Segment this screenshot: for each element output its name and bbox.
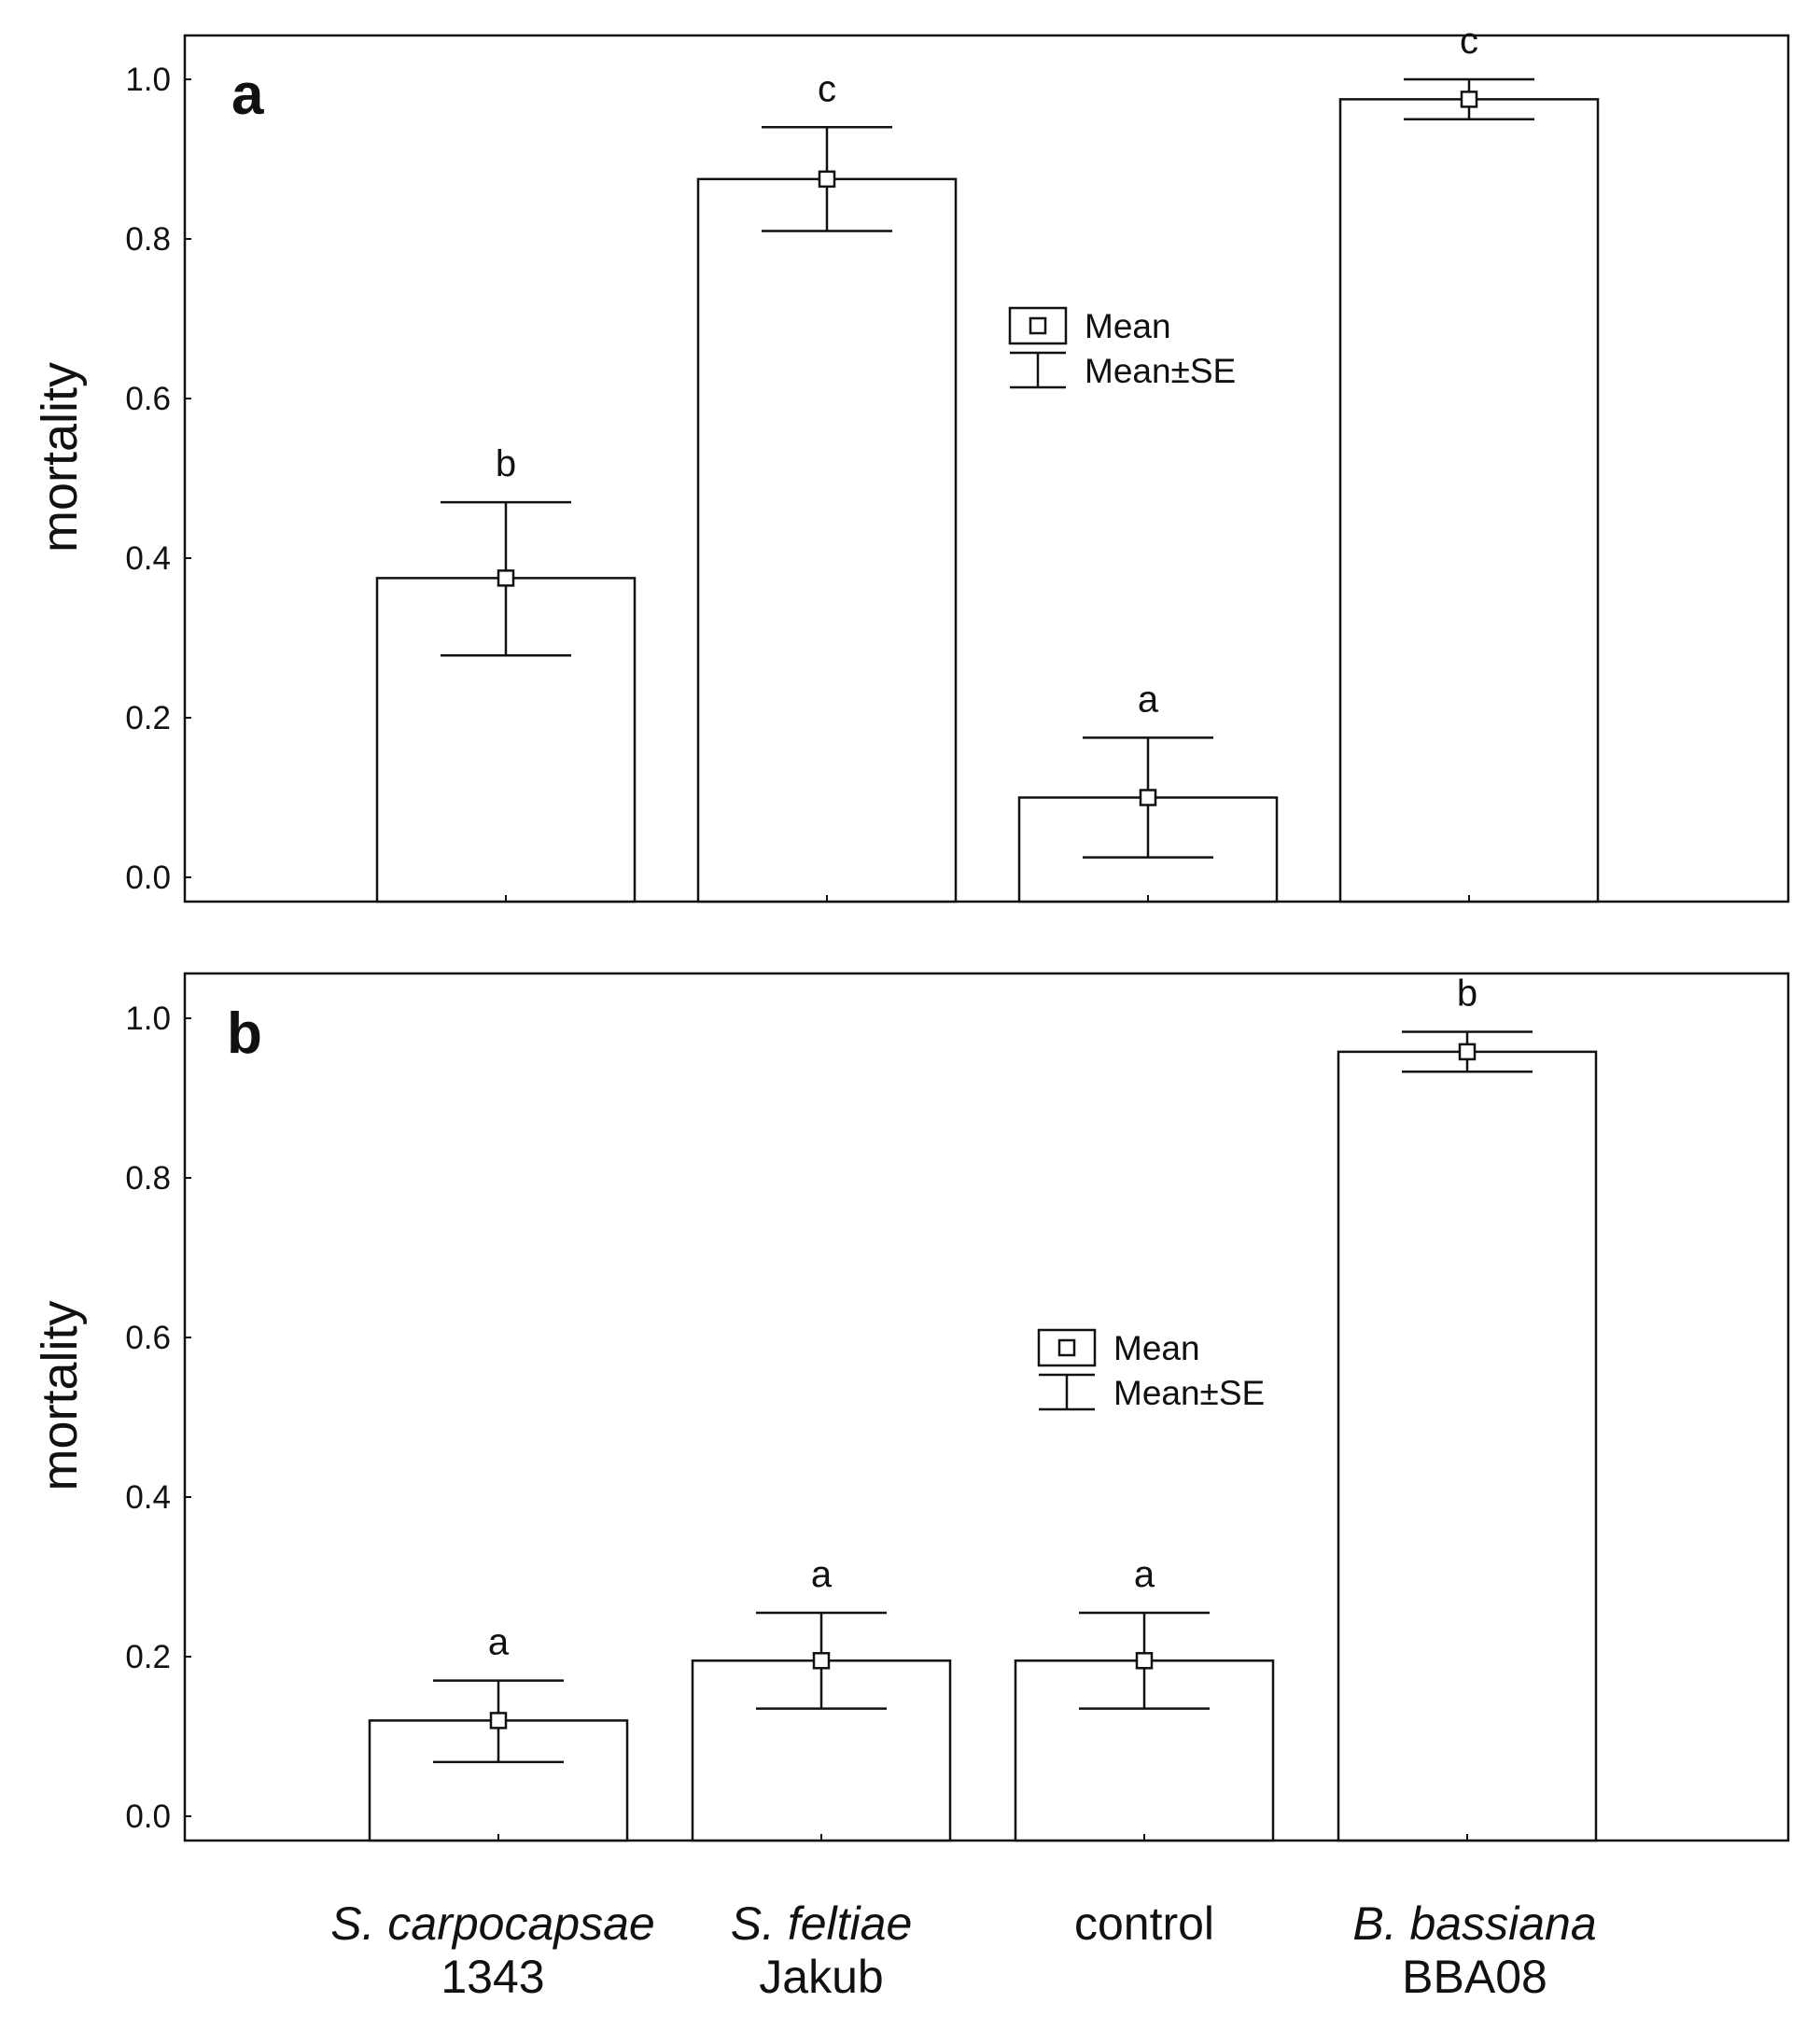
- mean-marker: [497, 569, 515, 587]
- y-tick-label: 0.6: [125, 381, 171, 417]
- panel-a: 0.0 0.2 0.4 0.6 0.8 1.0 mortality a b c a c Mean Mean…: [32, 21, 1790, 903]
- y-tick-label: 0.2: [125, 700, 171, 736]
- x-category-label: S. carpocapsae: [330, 1897, 654, 1950]
- y-tick-label: 0.8: [125, 221, 171, 258]
- plot-frame: [183, 34, 1790, 903]
- y-axis-label: mortality: [32, 1300, 88, 1491]
- bar: [1338, 98, 1600, 903]
- mean-marker: [1458, 1043, 1477, 1061]
- mean-marker: [818, 170, 836, 189]
- mean-marker: [1135, 1652, 1154, 1670]
- legend-mean-label: Mean: [1113, 1329, 1200, 1367]
- y-axis-label: mortality: [32, 362, 88, 553]
- mean-marker: [1139, 789, 1157, 806]
- plot-frame: [183, 972, 1790, 1842]
- panel-b: 0.0 0.2 0.4 0.6 0.8 1.0 mortality b a a a b Mean Mean…: [32, 972, 1790, 1842]
- significance-letter: b: [1457, 973, 1477, 1015]
- significance-letter: b: [496, 443, 516, 484]
- y-tick-label: 1.0: [125, 1001, 171, 1037]
- significance-letter: c: [818, 68, 836, 109]
- y-tick-label: 0.4: [125, 540, 171, 577]
- y-tick-label: 0.8: [125, 1160, 171, 1197]
- y-tick-label: 0.0: [125, 860, 171, 896]
- significance-letter: c: [1460, 21, 1478, 62]
- y-tick-label: 0.4: [125, 1479, 171, 1516]
- x-category-sublabel: BBA08: [1402, 1951, 1547, 2003]
- y-tick-label: 0.0: [125, 1799, 171, 1835]
- x-category-sublabel: 1343: [441, 1951, 544, 2003]
- legend-mean-label: Mean: [1085, 307, 1171, 345]
- y-tick-label: 0.6: [125, 1320, 171, 1356]
- y-tick-label: 1.0: [125, 62, 171, 98]
- panel-label: b: [227, 1001, 262, 1066]
- legend-mean-marker: [1029, 316, 1047, 335]
- panel-label: a: [231, 63, 264, 127]
- significance-letter: a: [811, 1554, 833, 1595]
- y-tick-label: 0.2: [125, 1639, 171, 1675]
- mean-marker: [489, 1712, 508, 1729]
- mean-marker: [1460, 91, 1478, 108]
- mean-marker: [812, 1652, 831, 1670]
- bar: [1337, 1050, 1598, 1842]
- legend-mean-marker: [1057, 1338, 1076, 1357]
- x-category-label: control: [1074, 1897, 1214, 1950]
- significance-letter: a: [1134, 1554, 1155, 1595]
- significance-letter: a: [1138, 679, 1159, 720]
- bar: [696, 177, 958, 903]
- legend-se-label: Mean±SE: [1113, 1374, 1265, 1412]
- significance-letter: a: [488, 1622, 510, 1663]
- legend-se-label: Mean±SE: [1085, 352, 1236, 390]
- x-category-label: B. bassiana: [1352, 1897, 1596, 1950]
- x-category-label: S. feltiae: [731, 1897, 913, 1950]
- x-category-sublabel: Jakub: [759, 1951, 883, 2003]
